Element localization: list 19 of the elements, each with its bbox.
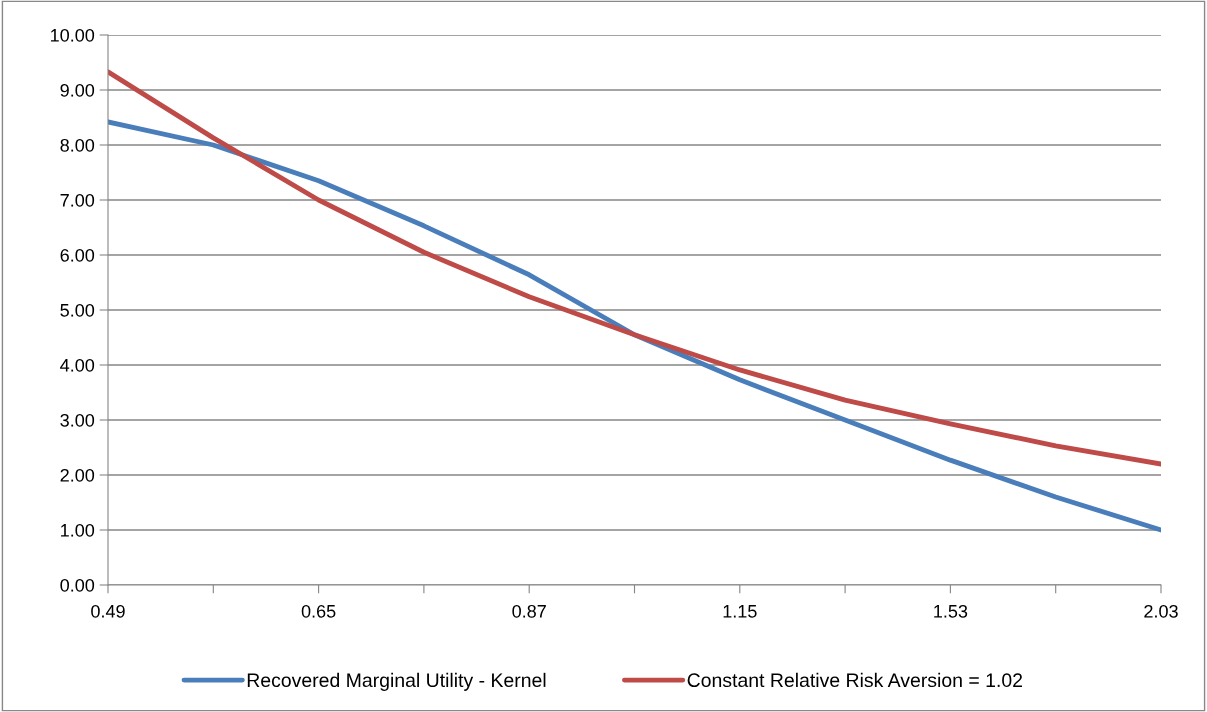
x-tick-label: 2.03 bbox=[1144, 604, 1178, 618]
y-tick-label: 0.00 bbox=[60, 578, 95, 592]
x-tick-label: 0.49 bbox=[91, 604, 125, 618]
y-tick-label: 9.00 bbox=[60, 83, 95, 97]
y-tick-label: 3.00 bbox=[60, 413, 95, 427]
x-tick-label: 1.53 bbox=[934, 604, 968, 618]
y-tick-label: 5.00 bbox=[60, 303, 95, 317]
y-tick-label: 10.00 bbox=[51, 28, 95, 42]
x-tick-label: 1.15 bbox=[723, 605, 757, 618]
y-tick-label: 8.00 bbox=[60, 138, 95, 152]
x-tick-label: 0.87 bbox=[512, 604, 546, 618]
y-tick-label: 7.00 bbox=[60, 193, 95, 207]
y-tick-label: 1.00 bbox=[61, 523, 95, 537]
legend-label: Recovered Marginal Utility - Kernel bbox=[247, 672, 546, 691]
y-tick-label: 6.00 bbox=[60, 248, 95, 262]
legend-label: Constant Relative Risk Aversion = 1.02 bbox=[687, 672, 1023, 688]
y-tick-label: 4.00 bbox=[60, 358, 95, 372]
y-tick-label: 2.00 bbox=[60, 468, 95, 482]
x-tick-label: 0.65 bbox=[301, 604, 336, 618]
